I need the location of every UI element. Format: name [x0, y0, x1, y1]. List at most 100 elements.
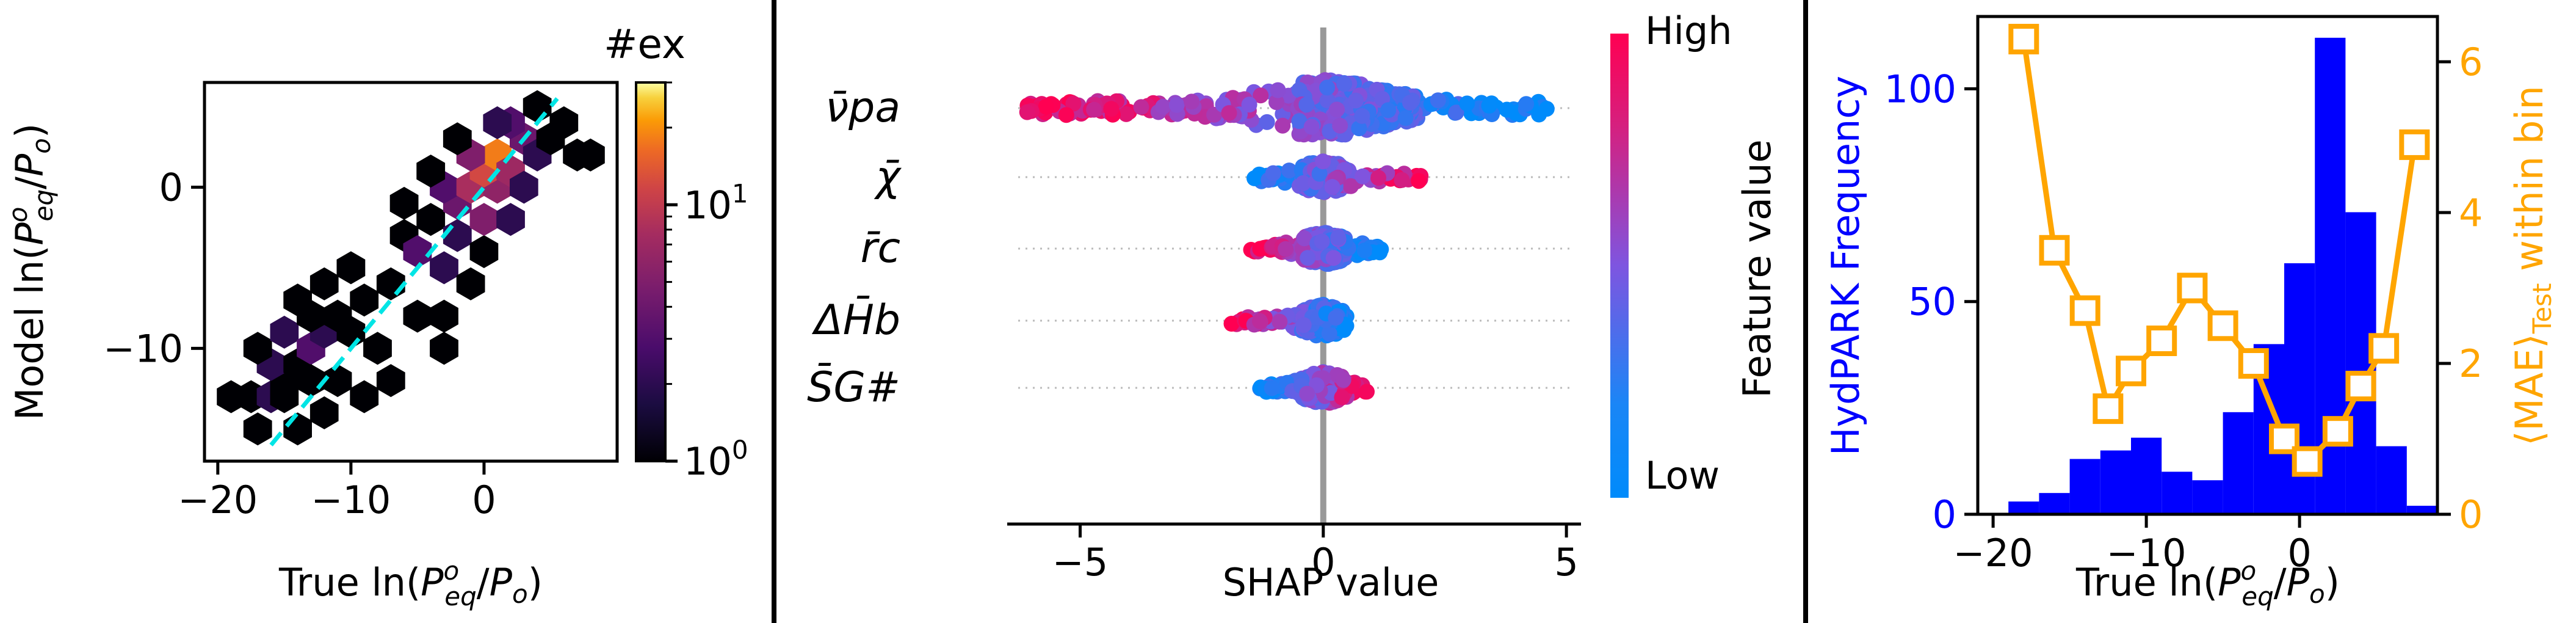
histogram-bar [2069, 459, 2100, 514]
shap-point [1295, 317, 1312, 333]
shap-point [1303, 118, 1320, 135]
hexbin-cell [376, 364, 405, 398]
shap-point [1019, 104, 1035, 120]
shap-point [1356, 242, 1373, 259]
hexbin-cell [389, 186, 419, 220]
shap-point [1298, 97, 1315, 113]
mae-marker [2069, 295, 2100, 326]
hexbin-cell [430, 332, 458, 365]
shap-point [1459, 95, 1475, 112]
shap-point [1299, 385, 1315, 402]
histogram-axes-frame [1976, 15, 2439, 516]
shap-point [1329, 101, 1345, 118]
shap-point [1168, 97, 1185, 113]
shap-point [1038, 98, 1054, 115]
shap-point [1411, 173, 1427, 189]
hexbin-cell [523, 90, 552, 123]
shap-point [1518, 96, 1535, 112]
shap-point [1253, 87, 1269, 104]
hexbin-y-ticks: 0 −10 [103, 165, 204, 371]
shap-point [1321, 326, 1337, 342]
hexbin-cell [469, 235, 499, 268]
shap-colorbar-high: High [1645, 9, 1732, 53]
hexbin-cell [443, 219, 472, 252]
hexbin-x-tick-label: −10 [311, 478, 391, 522]
shap-point [1336, 76, 1353, 92]
hexbin-cell [243, 332, 272, 365]
hexbin-colorbar-label: #ex [604, 21, 686, 68]
mae-marker [2322, 416, 2353, 447]
histogram-x-tick-label: −10 [2107, 531, 2187, 575]
shap-point [1065, 95, 1082, 112]
hexbin-cell [469, 203, 499, 236]
shap-point [1319, 79, 1336, 96]
histogram-bars [2008, 37, 2437, 515]
histogram-right-y-ticks: 0 2 4 6 [2437, 40, 2483, 537]
shap-x-tick-label: 0 [1311, 540, 1335, 585]
histogram-right-y-label: ⟨MAE⟩Test within bin [2507, 86, 2557, 446]
shap-point [1270, 82, 1286, 98]
hexbin-panel: −20 −10 0 0 −10 True ln(Po eq/Po) Model ln(P… [3, 21, 748, 611]
hexbin-colorbar [635, 81, 667, 462]
shap-point [1402, 95, 1418, 111]
mae-marker [2146, 325, 2177, 356]
shap-point [1343, 178, 1359, 194]
shap-x-label: SHAP value [1223, 560, 1439, 605]
shap-point [1372, 244, 1388, 261]
shap-point [1335, 372, 1351, 388]
hexbin-cell [416, 155, 446, 188]
shap-point [1315, 153, 1331, 170]
shap-point [1481, 98, 1497, 114]
hexbin-cells [217, 90, 605, 446]
hexbin-axes-frame [203, 81, 619, 463]
histogram-x-tick-label: 0 [2287, 531, 2311, 575]
hexbin-cell [510, 170, 538, 204]
shap-point [1103, 101, 1120, 117]
shap-point [1354, 107, 1370, 124]
shap-point [1133, 99, 1149, 115]
histogram-left-y-tick-label: 0 [1933, 492, 1956, 537]
mae-markers [2008, 24, 2430, 477]
shap-point [1265, 165, 1281, 181]
shap-point [1314, 233, 1330, 250]
hexbin-cell [243, 412, 272, 446]
shap-point [1278, 241, 1294, 257]
mae-marker [2368, 333, 2400, 364]
hexbin-cell [363, 332, 392, 365]
shap-feature-label: S̄G# [807, 363, 900, 412]
hexbin-cell [283, 283, 312, 317]
mae-marker [2207, 310, 2238, 341]
shap-colorbar-label: Feature value [1735, 139, 1779, 398]
shap-point [1380, 102, 1397, 118]
shap-colorbar-low: Low [1645, 453, 1720, 498]
shap-point [1118, 106, 1134, 122]
shap-feature-label: r̄c [861, 224, 900, 272]
hexbin-x-tick-label: −20 [178, 478, 258, 522]
hexbin-cell [376, 267, 405, 301]
mae-marker [2399, 129, 2430, 160]
mae-marker [2039, 235, 2070, 266]
shap-point [1311, 166, 1328, 182]
histogram-left-y-ticks: 0 50 100 [1884, 67, 1978, 537]
shap-feature-labels: ν̄pa χ̄ r̄c ΔH̄b S̄G# [807, 84, 902, 412]
shap-point [1334, 389, 1350, 406]
histogram-right-y-tick-label: 4 [2459, 191, 2483, 235]
hexbin-colorbar-ticks: 100 101 [665, 81, 748, 484]
identity-dashed-line [269, 97, 559, 446]
shap-x-tick-label: 5 [1554, 540, 1578, 585]
histogram-x-label: True ln(Po eq/Po) [2075, 556, 2340, 611]
shap-point [1328, 310, 1344, 326]
shap-point [1325, 250, 1342, 266]
shap-point [1155, 98, 1171, 115]
hexbin-cell [416, 203, 446, 236]
histogram-x-ticks: −20 −10 0 [1953, 514, 2312, 575]
shap-point [1448, 104, 1464, 121]
hexbin-cell [430, 251, 458, 285]
shap-point [1058, 107, 1074, 123]
shap-feature-label: χ̄ [874, 153, 902, 201]
shap-point [1223, 316, 1240, 332]
hexbin-colorbar-tick-label: 101 [684, 178, 748, 227]
shap-colorbar [1610, 34, 1629, 498]
mae-marker [2116, 355, 2146, 387]
shap-point [1268, 94, 1284, 111]
